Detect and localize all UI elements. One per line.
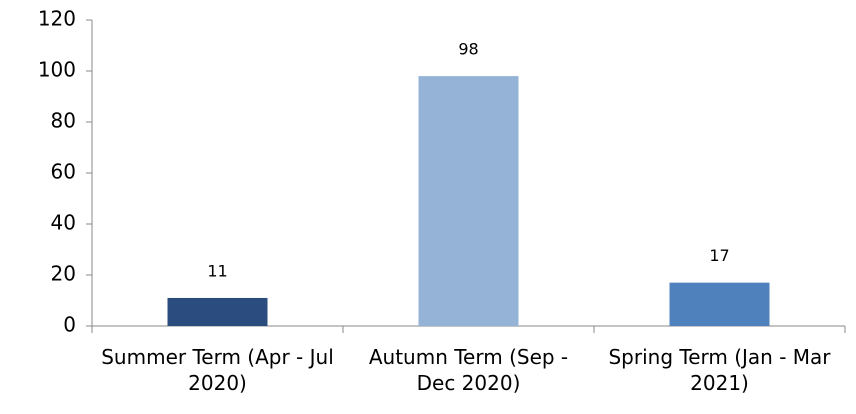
x-tick-label: Summer Term (Apr - Jul 2020) [101,345,334,395]
x-tick-label: Autumn Term (Sep - Dec 2020) [368,345,569,395]
data-label: 98 [458,40,478,59]
y-tick-label: 0 [63,313,76,337]
y-tick-label: 120 [38,7,76,31]
data-label: 17 [709,246,729,265]
y-tick-label: 100 [38,58,76,82]
bar [669,282,770,326]
bar [418,76,519,326]
y-tick-label: 80 [51,109,76,133]
data-label: 11 [207,261,227,280]
x-tick-label: Spring Term (Jan - Mar 2021) [608,345,831,395]
bar [167,297,268,326]
y-tick-label: 20 [51,262,76,286]
y-tick-label: 40 [51,211,76,235]
y-tick-label: 60 [51,160,76,184]
